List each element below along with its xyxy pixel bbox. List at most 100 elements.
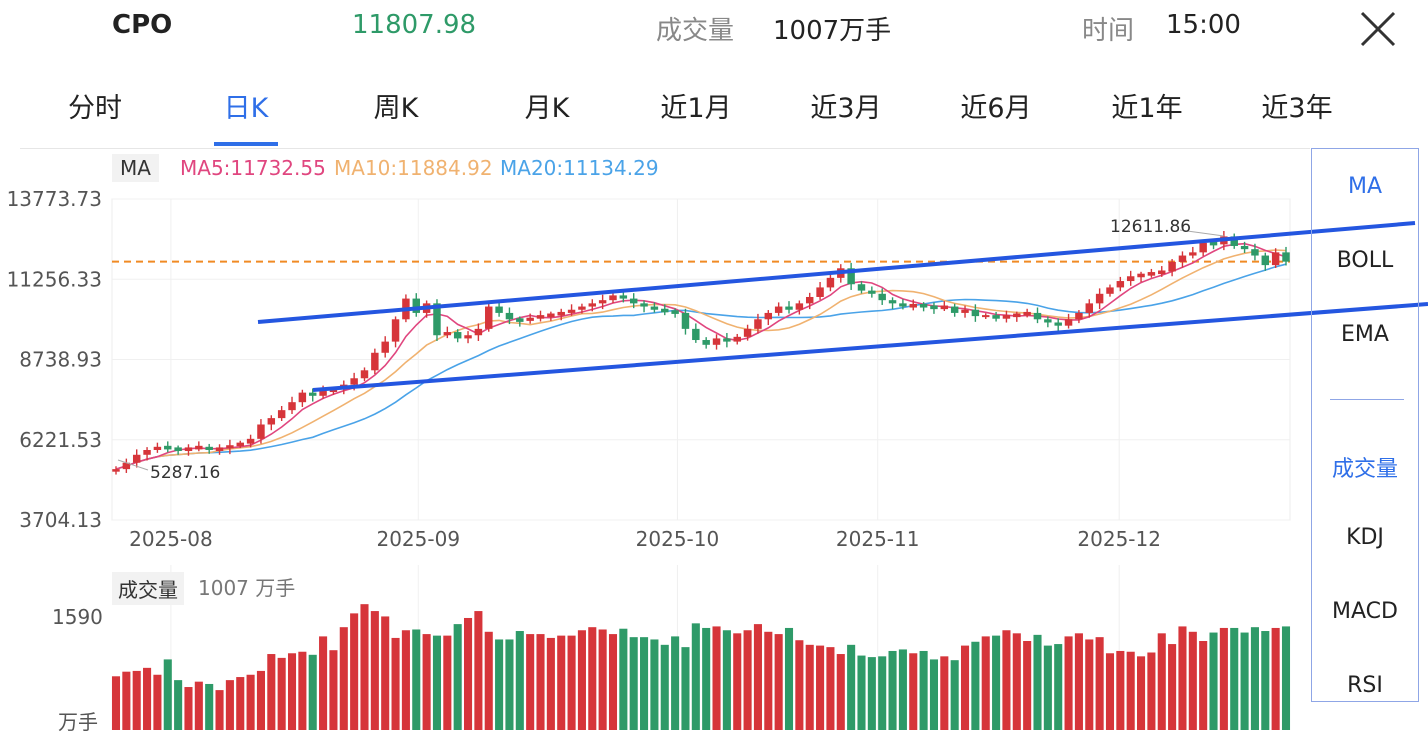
candle-body	[153, 446, 162, 450]
volume-bar	[505, 639, 514, 730]
candle-body	[785, 306, 793, 310]
candle-body	[164, 445, 172, 450]
volume-bar	[1012, 633, 1021, 730]
candle-body	[371, 352, 379, 371]
volume-bar	[640, 637, 649, 730]
volume-bar	[329, 650, 338, 730]
volume-bar	[267, 654, 276, 730]
candle-body	[1240, 245, 1249, 250]
volume-bar	[909, 653, 918, 730]
volume-unit-label: 万手	[58, 710, 98, 734]
high-annotation: 12611.86	[1110, 217, 1191, 237]
volume-bar	[1188, 631, 1197, 730]
candle-body	[1147, 272, 1156, 276]
x-tick-label: 2025-12	[1077, 527, 1161, 551]
indicator-ema[interactable]: EMA	[1341, 322, 1389, 347]
low-annotation: 5287.16	[150, 463, 220, 483]
volume-bar	[484, 631, 493, 730]
candle-body	[1064, 319, 1073, 326]
candle-body	[495, 306, 503, 313]
close-icon[interactable]	[1357, 8, 1399, 50]
candle-body	[236, 442, 244, 447]
candle-body	[516, 318, 524, 322]
candle-body	[629, 298, 638, 304]
candle-body	[195, 445, 203, 450]
candle-body	[1199, 242, 1207, 253]
tab-3-years[interactable]: 近3年	[1261, 93, 1333, 124]
candle-body	[764, 312, 773, 320]
tab-monthly-k[interactable]: 月K	[524, 93, 570, 124]
candle-body	[971, 309, 980, 317]
volume-bar	[992, 635, 1001, 730]
ma10-legend: MA10:11884.92	[334, 156, 493, 180]
volume-bar	[743, 630, 752, 730]
volume-bar	[1116, 650, 1125, 730]
candle-body	[578, 306, 586, 310]
candle-body	[795, 303, 804, 310]
volume-bar	[929, 659, 939, 730]
candle-body	[1106, 287, 1114, 294]
tab-weekly-k[interactable]: 周K	[373, 93, 419, 124]
candle-body	[350, 378, 358, 385]
indicator-volume[interactable]: 成交量	[1331, 457, 1398, 482]
volume-bar	[1281, 626, 1291, 730]
volume-bar	[153, 674, 162, 730]
candle-body	[1168, 261, 1176, 272]
volume-bar	[277, 657, 286, 730]
volume-bar	[360, 604, 369, 730]
volume-bar	[981, 636, 990, 730]
volume-bar	[1250, 627, 1259, 730]
volume-bar	[1126, 651, 1135, 730]
candle-body	[1137, 273, 1145, 278]
volume-bar	[1105, 653, 1115, 730]
candle-body	[992, 315, 1000, 319]
candle-body	[132, 454, 141, 463]
candle-body	[1095, 293, 1104, 304]
volume-bar	[836, 654, 845, 730]
candle-body	[640, 303, 648, 307]
volume-bar	[971, 641, 980, 730]
candle-body	[609, 295, 617, 301]
ma5-line	[115, 242, 1287, 470]
tab-1-year[interactable]: 近1年	[1111, 93, 1183, 124]
candle-body	[899, 303, 907, 307]
indicator-rsi[interactable]: RSI	[1347, 673, 1383, 698]
indicator-kdj[interactable]: KDJ	[1346, 525, 1384, 550]
volume-bar	[1095, 637, 1104, 730]
candle-body	[857, 284, 866, 291]
volume-bar	[878, 656, 887, 730]
candle-body	[805, 296, 814, 304]
volume-bar	[1178, 626, 1187, 730]
volume-bar	[298, 651, 307, 730]
candle-body	[360, 370, 369, 379]
candle-body	[661, 308, 669, 313]
volume-bar	[847, 644, 856, 730]
volume-bar	[194, 681, 203, 730]
volume-bar	[691, 623, 700, 730]
tab-intraday[interactable]: 分时	[68, 93, 122, 124]
candle-body	[826, 277, 835, 288]
volume-bar	[339, 627, 348, 730]
indicator-ma[interactable]: MA	[1347, 174, 1383, 199]
tab-3-months[interactable]: 近3月	[810, 93, 882, 124]
candle-body	[982, 315, 990, 318]
candle-body	[205, 446, 213, 450]
volume-panel-label: 成交量	[112, 572, 184, 605]
candle-body	[888, 300, 897, 304]
candle-body	[940, 305, 949, 310]
indicator-macd[interactable]: MACD	[1332, 599, 1398, 624]
indicator-boll[interactable]: BOLL	[1336, 248, 1394, 273]
tab-daily-k[interactable]: 日K	[223, 93, 269, 124]
candle-body	[1075, 312, 1083, 320]
volume-bar	[205, 683, 214, 730]
tab-1-month[interactable]: 近1月	[660, 93, 732, 124]
volume-bar	[629, 637, 638, 730]
volume-bar	[422, 634, 431, 730]
candle-body	[547, 313, 555, 318]
volume-bar	[163, 659, 172, 730]
tab-6-months[interactable]: 近6月	[960, 93, 1032, 124]
candle-body	[702, 340, 710, 345]
candle-body	[122, 462, 131, 470]
candle-body	[257, 424, 265, 439]
